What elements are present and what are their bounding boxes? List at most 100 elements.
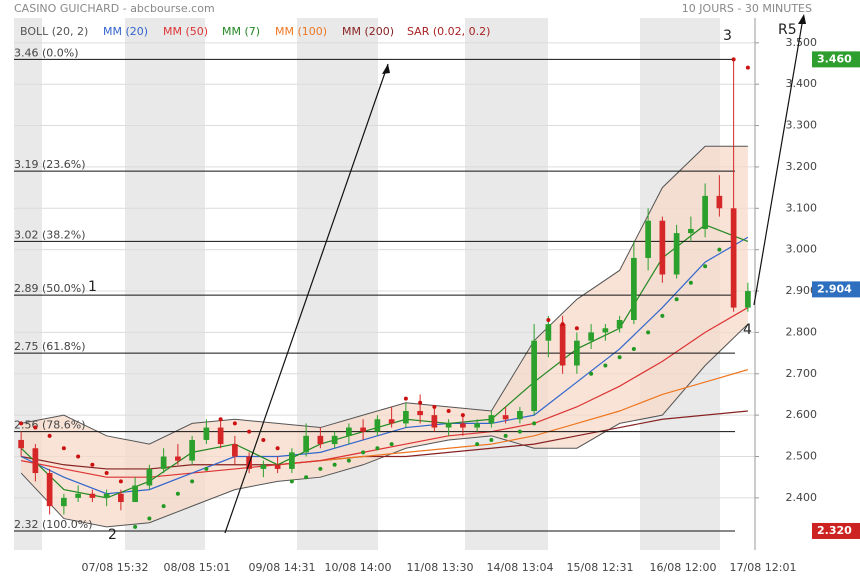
candle-body [189, 439, 195, 461]
chart-title: CASINO GUICHARD - abcbourse.com [14, 2, 215, 15]
sar-dot [489, 437, 494, 442]
moving-average [21, 410, 748, 470]
fib-label: 2.75 (61.8%) [14, 340, 86, 353]
candle-body [160, 456, 167, 469]
price-tag-label: 2.904 [817, 282, 852, 295]
candle-body [360, 427, 366, 432]
candle-body [602, 328, 609, 333]
sar-dot [232, 421, 237, 426]
y-tick-label: 3.000 [786, 243, 818, 256]
legend-entry: BOLL (20, 2) [20, 25, 88, 38]
candle-body [118, 493, 124, 503]
legend-entry: MM (200) [342, 25, 394, 38]
legend-entry: MM (20) [103, 25, 148, 38]
sar-dot [660, 313, 665, 318]
y-tick-label: 3.500 [786, 36, 818, 49]
y-tick-label: 3.300 [786, 119, 818, 132]
sar-dot [346, 458, 351, 463]
candle-body [217, 427, 224, 445]
candle-body [431, 415, 438, 428]
candle-body [545, 324, 552, 341]
candle-body [502, 415, 509, 420]
annotation: 1 [88, 279, 97, 295]
x-tick-label: 08/08 15:01 [164, 561, 231, 574]
sar-dot [532, 421, 537, 426]
candle-body [61, 497, 67, 507]
sar-dot [147, 516, 152, 521]
sar-dot [674, 297, 679, 302]
sar-dot [546, 317, 551, 322]
sar-dot [361, 450, 366, 455]
candle-body [716, 195, 723, 209]
candle-body [203, 427, 210, 440]
sar-dot [133, 524, 138, 529]
sar-dot [574, 326, 579, 331]
sar-dot [745, 65, 750, 70]
candle-body [303, 435, 309, 453]
candle-body [474, 423, 480, 428]
fib-label: 2.89 (50.0%) [14, 282, 86, 295]
arrowhead [798, 14, 806, 24]
sar-dot [389, 442, 394, 447]
sar-dot [161, 504, 166, 509]
sar-dot [175, 491, 180, 496]
candle-body [688, 228, 694, 234]
fib-label: 3.19 (23.6%) [14, 158, 86, 171]
annotation: 2 [108, 527, 117, 543]
sar-dot [603, 363, 608, 368]
candle-body [559, 324, 566, 366]
candle-body [488, 415, 495, 424]
fib-label: 2.56 (78.6%) [14, 419, 86, 432]
sar-dot [503, 433, 508, 438]
y-tick-label: 2.400 [786, 491, 818, 504]
sar-dot [247, 429, 252, 434]
sar-dot [47, 433, 52, 438]
sar-dot [190, 479, 195, 484]
sar-dot [318, 466, 323, 471]
candle-body [588, 332, 594, 341]
sar-dot [403, 396, 408, 401]
candle-body [232, 444, 238, 457]
trendline [224, 63, 389, 534]
sar-dot [703, 264, 708, 269]
candle-body [730, 208, 737, 308]
candle-body [445, 423, 452, 428]
sar-dot [332, 462, 337, 467]
annotation: 4 [743, 322, 752, 338]
candle-body [274, 464, 281, 469]
legend-entry: SAR (0.02, 0.2) [407, 25, 490, 38]
fib-label: 3.02 (38.2%) [14, 228, 86, 241]
sar-dot [275, 446, 280, 451]
x-tick-label: 14/08 13:04 [487, 561, 554, 574]
chart-subtitle: 10 JOURS - 30 MINUTES [682, 2, 812, 15]
candle-body [289, 452, 295, 469]
candle-body [745, 291, 751, 308]
candle-body [132, 485, 138, 503]
x-tick-label: 17/08 12:01 [730, 561, 797, 574]
candle-body [331, 435, 338, 445]
x-tick-label: 16/08 12:00 [650, 561, 717, 574]
legend-entry: MM (7) [222, 25, 260, 38]
candle-body [346, 427, 352, 436]
y-tick-label: 3.100 [786, 201, 818, 214]
candle-body [460, 423, 466, 428]
price-tag [812, 522, 860, 539]
sar-dot [304, 475, 309, 480]
sar-dot [375, 446, 380, 451]
sar-dot [446, 409, 451, 414]
price-tag-label: 2.320 [817, 524, 852, 537]
sar-dot [204, 466, 209, 471]
candle-body [46, 473, 53, 507]
x-tick-label: 15/08 12:31 [567, 561, 634, 574]
legend-entry: MM (100) [275, 25, 327, 38]
candle-body [18, 439, 24, 449]
moving-average [20, 224, 749, 499]
candle-body [175, 456, 181, 461]
sar-dot [475, 442, 480, 447]
boll-upper [21, 145, 748, 445]
x-tick-label: 10/08 14:00 [325, 561, 392, 574]
candle-body [616, 319, 623, 329]
candle-body [317, 435, 324, 445]
candle-body [103, 493, 110, 498]
sar-dot [418, 400, 423, 405]
